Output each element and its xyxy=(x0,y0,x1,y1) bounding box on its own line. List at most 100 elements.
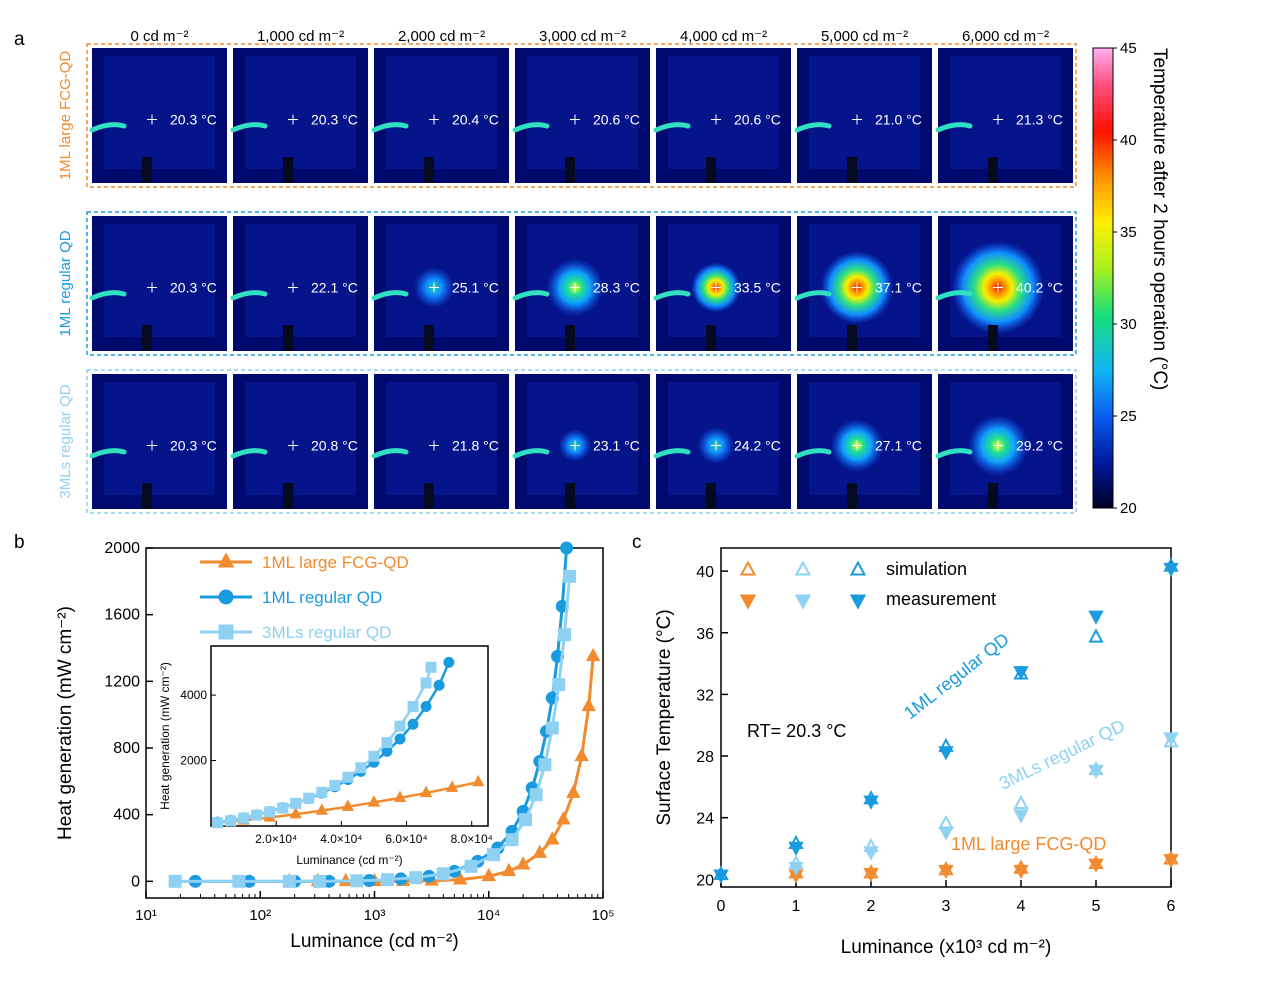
data-point xyxy=(519,813,533,827)
probe-lead xyxy=(512,122,550,133)
thermal-image-cell: 37.1 °C xyxy=(794,216,932,351)
probe-pin xyxy=(142,483,152,509)
colorbar-tick-label: 35 xyxy=(1120,224,1137,241)
probe-lead xyxy=(230,290,268,301)
inset-x-tick-label: 6.0×10⁴ xyxy=(385,832,427,846)
row-label: 1ML regular QD xyxy=(57,230,74,336)
thermal-image-cell: 27.1 °C xyxy=(794,374,932,509)
series-label: 1ML large FCG-QD xyxy=(951,834,1106,854)
inset-data-point xyxy=(238,812,250,824)
measurement-point xyxy=(1088,858,1104,873)
x-tick-label: 2 xyxy=(867,898,876,915)
inset-data-point xyxy=(303,792,315,804)
column-header-luminance: 5,000 cd m⁻² xyxy=(821,28,908,45)
probe-lead xyxy=(794,122,832,133)
crosshair-marker xyxy=(711,440,721,451)
thermal-image-cell: 24.2 °C xyxy=(653,374,791,509)
x-tick-label: 10⁵ xyxy=(592,907,615,924)
data-point xyxy=(282,874,296,888)
panel-b-heat-generation-chart: 10¹ 10² 10³ 10⁴ 10⁵ 0 400 800 1200 1600 2000 Lumina… xyxy=(55,540,614,952)
probe-lead xyxy=(512,290,550,301)
y-axis-label: Surface Temperature (°C) xyxy=(654,609,675,825)
probe-pin xyxy=(706,483,716,509)
x-tick-label: 10² xyxy=(249,907,271,924)
thermal-image-cell: 20.6 °C xyxy=(653,48,791,183)
probe-pin xyxy=(283,325,293,351)
y-tick-label: 24 xyxy=(696,811,714,828)
inset-data-point xyxy=(264,806,276,818)
inset-data-point xyxy=(381,745,393,757)
thermal-image-cell: 29.2 °C xyxy=(935,374,1073,509)
data-point xyxy=(168,874,182,888)
panel-a-column-headers: 0 cd m⁻² 1,000 cd m⁻² 2,000 cd m⁻² 3,000 cd… xyxy=(131,28,1050,45)
x-tick-label: 10⁴ xyxy=(477,907,500,924)
inset-data-point xyxy=(290,797,302,809)
data-point xyxy=(529,788,543,802)
column-header-luminance: 6,000 cd m⁻² xyxy=(962,28,1049,45)
panel-a-label: a xyxy=(14,29,25,50)
legend-measurement-marker xyxy=(794,594,812,610)
colorbar-gradient xyxy=(1092,47,1114,509)
probe-lead xyxy=(794,448,832,459)
thermal-image-cell: 21.0 °C xyxy=(794,48,932,183)
inset-frame xyxy=(210,645,489,827)
thermal-image-cell: 40.2 °C xyxy=(935,216,1073,351)
device-substrate xyxy=(809,56,920,169)
inset-data-point xyxy=(472,774,485,787)
data-point xyxy=(486,848,500,862)
temperature-readout: 20.6 °C xyxy=(593,112,640,128)
temperature-readout: 20.6 °C xyxy=(734,112,781,128)
column-header-luminance: 0 cd m⁻² xyxy=(131,28,189,45)
probe-pin xyxy=(847,157,857,183)
y-tick-label: 400 xyxy=(113,807,140,824)
crosshair-marker xyxy=(570,114,580,125)
x-tick-label: 4 xyxy=(1017,898,1026,915)
simulation-point xyxy=(1013,794,1029,809)
data-point xyxy=(581,697,596,712)
annotation-room-temperature: RT= 20.3 °C xyxy=(747,721,846,741)
crosshair-marker xyxy=(147,282,157,293)
temperature-readout: 21.0 °C xyxy=(875,112,922,128)
inset-data-point xyxy=(420,677,432,689)
device-substrate xyxy=(104,56,215,169)
probe-lead xyxy=(935,122,973,133)
temperature-readout: 20.3 °C xyxy=(311,112,358,128)
data-point xyxy=(350,874,364,888)
measurement-point xyxy=(1163,732,1179,747)
data-point xyxy=(545,831,560,845)
measurement-point xyxy=(1163,562,1179,578)
data-point xyxy=(556,811,571,825)
data-point xyxy=(566,784,581,798)
inset-data-point xyxy=(393,790,407,803)
inset-data-point xyxy=(212,817,224,829)
data-point xyxy=(585,647,601,662)
temperature-readout: 27.1 °C xyxy=(875,438,922,454)
probe-lead xyxy=(653,122,691,133)
colorbar-tick-label: 30 xyxy=(1120,316,1137,333)
measurement-point xyxy=(863,867,879,883)
device-substrate xyxy=(668,56,779,169)
probe-pin xyxy=(283,483,293,509)
temperature-readout: 29.2 °C xyxy=(1016,438,1063,454)
crosshair-marker xyxy=(711,282,721,293)
y-tick-label: 28 xyxy=(696,749,714,766)
thermal-image-cell: 28.3 °C xyxy=(512,216,650,351)
column-header-luminance: 2,000 cd m⁻² xyxy=(398,28,485,45)
inset-data-point xyxy=(329,779,341,791)
temperature-readout: 20.3 °C xyxy=(170,438,217,454)
measurement-point xyxy=(863,795,879,810)
probe-lead xyxy=(89,448,127,459)
probe-lead xyxy=(653,448,691,459)
crosshair-marker xyxy=(852,440,862,451)
inset-data-point xyxy=(342,771,354,783)
temperature-readout: 20.8 °C xyxy=(311,438,358,454)
data-point xyxy=(574,747,589,762)
crosshair-marker xyxy=(288,440,298,451)
probe-pin xyxy=(142,157,152,183)
y-tick-label: 32 xyxy=(696,687,714,704)
probe-lead xyxy=(512,448,550,459)
device-substrate xyxy=(104,224,215,337)
crosshair-marker xyxy=(570,282,580,293)
probe-lead xyxy=(89,122,127,133)
